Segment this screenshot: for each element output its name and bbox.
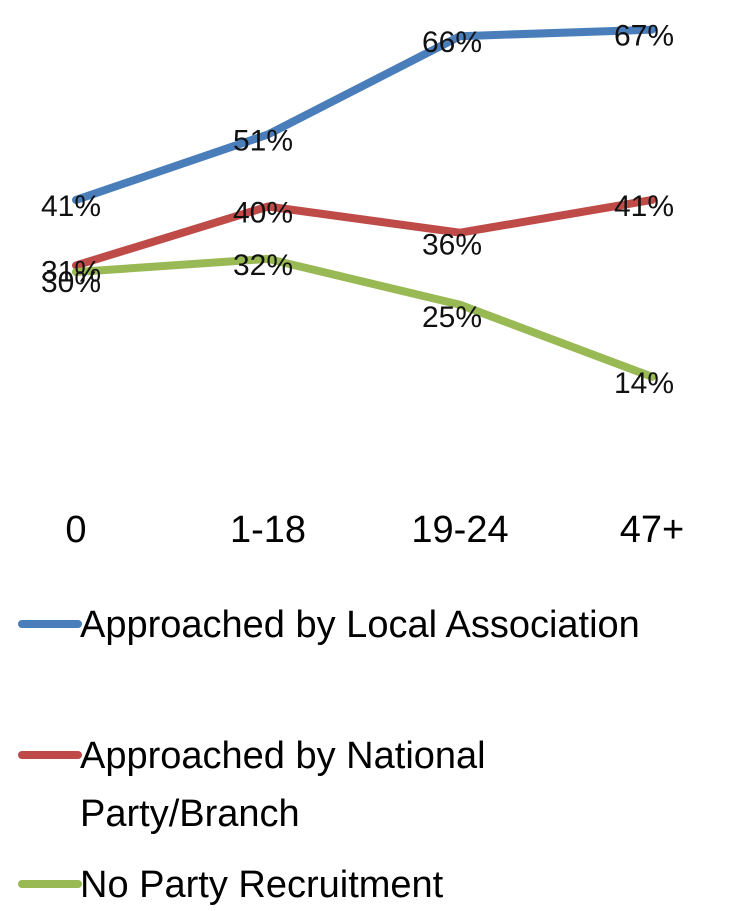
legend-label-approached-by-national-party-branch: Approached by National Party/Branch (80, 735, 486, 835)
data-label-approached-by-local-association-1-18: 51% (233, 124, 293, 157)
legend-label-approached-by-local-association: Approached by Local Association (80, 604, 640, 646)
data-point-approached-by-local-association-1-18 (267, 133, 269, 135)
data-label-approached-by-local-association-19-24: 66% (422, 26, 482, 59)
data-label-no-party-recruitment-19-24: 25% (422, 301, 482, 334)
data-label-approached-by-national-party-branch-1-18: 40% (233, 197, 293, 230)
legend-label-no-party-recruitment: No Party Recruitment (80, 864, 444, 906)
data-point-approached-by-national-party-branch-1-18 (267, 206, 269, 207)
data-label-approached-by-local-association-47: 67% (614, 20, 674, 53)
data-point-no-party-recruitment-47 (651, 376, 653, 378)
data-label-no-party-recruitment-1-18: 32% (233, 249, 293, 282)
data-point-approached-by-national-party-branch-0 (75, 264, 77, 266)
legend: Approached by Local Association Approache… (18, 604, 640, 906)
data-point-approached-by-local-association-0 (75, 199, 77, 201)
data-point-approached-by-national-party-branch-47 (651, 199, 653, 201)
data-point-no-party-recruitment-1-18 (267, 258, 269, 260)
x-tick-label-19-24: 19-24 (411, 509, 508, 551)
data-point-approached-by-local-association-19-24 (459, 35, 461, 37)
series-layer (72, 25, 656, 381)
data-label-layer: 41% 51% 66% 67% 31% 40% 36% 41% 30% 32% 25% 14% (41, 20, 674, 400)
data-label-approached-by-national-party-branch-19-24: 36% (422, 229, 482, 262)
data-point-approached-by-national-party-branch-19-24 (459, 232, 461, 234)
series-line-approached-by-local-association (72, 25, 656, 204)
data-point-no-party-recruitment-19-24 (459, 304, 461, 306)
data-point-no-party-recruitment-0 (75, 271, 77, 273)
data-label-approached-by-local-association-0: 41% (41, 190, 101, 223)
data-label-no-party-recruitment-47: 14% (614, 367, 674, 400)
legend-item-approached-by-local-association: Approached by Local Association (18, 604, 640, 646)
x-tick-label-1-18: 1-18 (230, 509, 306, 551)
data-point-approached-by-local-association-47 (651, 29, 653, 31)
data-label-approached-by-national-party-branch-47: 41% (614, 190, 674, 223)
legend-item-no-party-recruitment: No Party Recruitment (18, 864, 444, 906)
data-label-approached-by-national-party-branch-0: 31% (41, 255, 101, 288)
series-line-no-party-recruitment (72, 254, 656, 381)
x-tick-label-47: 47+ (620, 509, 684, 551)
series-line-approached-by-national-party-branch (72, 195, 656, 270)
x-axis: 0 1-18 19-24 47+ (65, 509, 684, 551)
legend-item-approached-by-national-party-branch: Approached by National Party/Branch (18, 735, 486, 835)
x-tick-label-0: 0 (65, 509, 86, 551)
data-label-no-party-recruitment-0: 30% (41, 266, 101, 299)
